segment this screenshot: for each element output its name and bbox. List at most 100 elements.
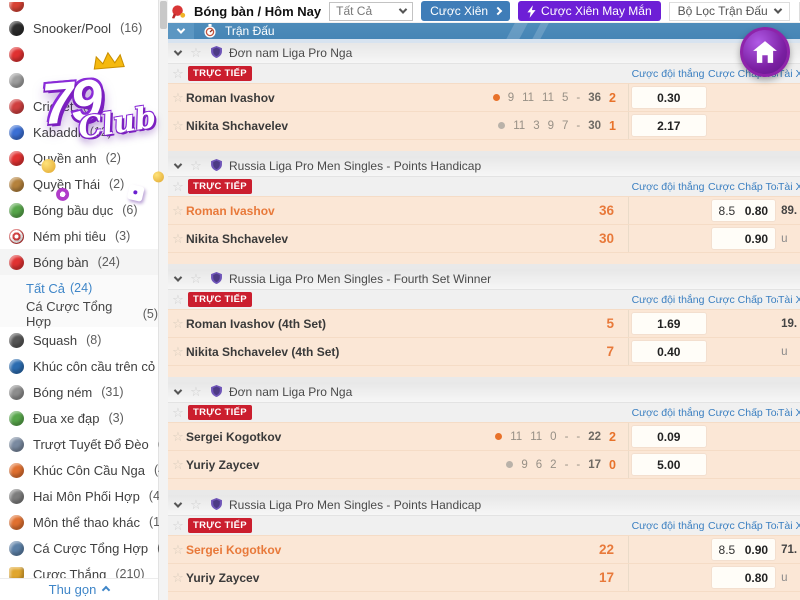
handicap-odds-button[interactable]: 0.80 [711, 567, 776, 588]
collapse-all-button[interactable] [168, 23, 194, 39]
vertical-scrollbar[interactable] [159, 0, 168, 600]
match-filter-button[interactable]: Bộ Lọc Trận Đấu [668, 1, 790, 21]
sidebar-item-ca-cuoc-tong-hop[interactable]: Cá Cược Tổng Hợp(1116) [0, 535, 191, 561]
win-odds-cell: 1.69 [629, 310, 709, 337]
column-header-over_under[interactable]: Tài X [778, 406, 800, 419]
favorite-star-icon[interactable]: ☆ [172, 404, 184, 420]
sidebar-item-quyen-thai[interactable]: Quyền Thái (2) [0, 171, 158, 197]
match-row[interactable]: ☆ Roman Ivashov 36 8.5 0.80 89. [168, 196, 800, 224]
sidebar-item[interactable] [0, 2, 158, 15]
match-row[interactable]: ☆ Nikita Shchavelev 11 3 9 7-30 1 2.17 [168, 111, 800, 139]
match-row[interactable]: ☆ Yuriy Zaycev 9 6 2- -17 0 5.00 [168, 450, 800, 478]
match-row[interactable]: ☆ Sergei Kogotkov 11 11 0- -22 2 0.09 [168, 422, 800, 450]
favorite-star-icon[interactable]: ☆ [190, 158, 202, 173]
lightning-icon [527, 4, 536, 18]
win-odds-button[interactable]: 5.00 [632, 454, 706, 475]
sidebar-item[interactable] [0, 67, 158, 93]
sidebar-item-cuoc-thang[interactable]: Cược Thắng (210) [0, 561, 158, 587]
sidebar-subitem-tat-ca[interactable]: Tất Cả (24) [0, 275, 158, 301]
sidebar-item-ua-xe-ap[interactable]: Đua xe đạp (3) [0, 405, 158, 431]
win-odds-button[interactable]: 0.40 [632, 341, 706, 362]
favorite-star-icon[interactable]: ☆ [172, 178, 184, 194]
match-row[interactable]: ☆ Roman Ivashov 9 11 11 5-36 2 0.30 [168, 83, 800, 111]
favorite-star-icon[interactable]: ☆ [172, 517, 184, 533]
favorite-star-icon[interactable]: ☆ [172, 569, 184, 585]
logo-79club[interactable]: 79 Club [39, 51, 171, 275]
column-header-handicap[interactable]: Cược Chấp Toà... [708, 406, 778, 419]
favorite-star-icon[interactable]: ☆ [190, 384, 202, 399]
column-header-handicap[interactable]: Cược Chấp Toà... [708, 293, 778, 306]
total-points: 22 [588, 430, 602, 443]
favorite-star-icon[interactable]: ☆ [172, 456, 184, 472]
column-header-over_under[interactable]: Tài X [778, 519, 800, 532]
sidebar-item-truot-tuyet-o-eo[interactable]: Trượt Tuyết Đổ Đèo(6) [0, 431, 173, 457]
match-row[interactable]: ☆ Sergei Kogotkov 22 8.5 0.90 71. [168, 535, 800, 563]
favorite-star-icon[interactable]: ☆ [172, 65, 184, 81]
match-row[interactable]: ☆ Roman Ivashov (4th Set) 5 1.69 19. [168, 309, 800, 337]
handicap-odds-button[interactable]: 8.5 0.90 [711, 539, 776, 560]
time-filter-button[interactable]: Từ trước đế [798, 1, 800, 21]
lucky-parlay-button[interactable]: Cược Xiên May Mắn [518, 1, 661, 21]
sidebar-item-squash[interactable]: Squash (8) [0, 327, 158, 353]
favorite-star-icon[interactable]: ☆ [172, 428, 184, 444]
handicap-odds-button[interactable]: 8.5 0.80 [711, 200, 776, 221]
collapse-sidebar-button[interactable]: Thu gọn [0, 578, 158, 600]
win-odds-button[interactable]: 1.69 [632, 313, 706, 334]
match-row[interactable]: ☆ Yuriy Zaycev 17 0.80 u [168, 563, 800, 591]
collapse-label: Thu gọn [48, 582, 97, 597]
section-header: ☆ Russia Liga Pro Men Singles - Points Ha… [168, 495, 800, 516]
favorite-star-icon[interactable]: ☆ [172, 89, 184, 105]
sidebar-item-bong-bau-duc[interactable]: Bóng bầu dục (6) [0, 197, 158, 223]
parlay-button[interactable]: Cược Xiên [421, 1, 511, 21]
column-header-handicap[interactable]: Cược Chấp Toà... [708, 519, 778, 532]
match-row[interactable]: ☆ Nikita Shchavelev (4th Set) 7 0.40 u [168, 337, 800, 365]
favorite-star-icon[interactable]: ☆ [172, 230, 184, 246]
favorite-star-icon[interactable]: ☆ [172, 291, 184, 307]
sidebar-item-khuc-con-cau-tren-co[interactable]: Khúc côn cầu trên cỏ(2) [0, 353, 179, 379]
player-name: Roman Ivashov (4th Set) [186, 316, 327, 331]
sidebar-item-cricket[interactable]: Cricket (18) [0, 93, 158, 119]
live-points: 30 [598, 231, 614, 246]
sidebar-item-nem-phi-tieu[interactable]: Ném phi tiêu (3) [0, 223, 158, 249]
sidebar-item[interactable] [0, 41, 158, 67]
column-header-win[interactable]: Cược đội thắng [631, 67, 705, 80]
column-header-over_under[interactable]: Tài X [778, 67, 800, 80]
sidebar-item-hai-mon-phoi-hop[interactable]: Hai Môn Phối Hợp (4) [0, 483, 164, 509]
sidebar-item-snooker-pool[interactable]: Snooker/Pool (16) [0, 15, 158, 41]
favorite-star-icon[interactable]: ☆ [172, 202, 184, 218]
league-filter-select[interactable]: Tất Cả [329, 1, 414, 21]
column-header-win[interactable]: Cược đội thắng [631, 180, 705, 193]
handicap-odds-button[interactable]: 0.90 [711, 228, 776, 249]
column-header-win[interactable]: Cược đội thắng [631, 293, 705, 306]
sidebar-item-khuc-con-cau-nga[interactable]: Khúc Côn Cầu Nga(4) [0, 457, 169, 483]
column-header-handicap[interactable]: Cược Chấp Toà... [708, 180, 778, 193]
favorite-star-icon[interactable]: ☆ [172, 541, 184, 557]
favorite-star-icon[interactable]: ☆ [172, 315, 184, 331]
win-odds-button[interactable]: 0.09 [632, 426, 706, 447]
scrollbar-thumb[interactable] [160, 1, 167, 29]
score-strip: 9 6 2- -17 0 [506, 458, 628, 472]
favorite-star-icon[interactable]: ☆ [172, 117, 184, 133]
column-header-win[interactable]: Cược đội thắng [631, 406, 705, 419]
win-odds-button[interactable]: 2.17 [632, 115, 706, 136]
column-header-over_under[interactable]: Tài X [778, 180, 800, 193]
match-row[interactable]: ☆ Nikita Shchavelev 30 0.90 u [168, 224, 800, 252]
favorite-star-icon[interactable]: ☆ [172, 343, 184, 359]
sidebar-item-bong-nem[interactable]: Bóng ném (31) [0, 379, 158, 405]
sidebar-item-mon-the-thao-khac[interactable]: Môn thể thao khác (1) [0, 509, 164, 535]
section-header: ☆ Russia Liga Pro Men Singles - Fourth Se… [168, 269, 800, 290]
sidebar-subitem-ca-cuoc-tong-hop[interactable]: Cá Cược Tổng Hợp (5) [0, 299, 158, 329]
favorite-star-icon[interactable]: ☆ [190, 271, 202, 286]
favorite-star-icon[interactable]: ☆ [190, 45, 202, 60]
column-header-win[interactable]: Cược đội thắng [631, 519, 705, 532]
favorite-star-icon[interactable]: ☆ [190, 497, 202, 512]
sidebar-item-bong-ban[interactable]: Bóng bàn (24) [0, 249, 158, 275]
sidebar-item-kabaddi[interactable]: Kabaddi (12) [0, 119, 158, 145]
column-header-over_under[interactable]: Tài X [778, 293, 800, 306]
casino-chip-icon [55, 187, 70, 202]
home-button[interactable] [740, 27, 790, 77]
win-odds-button[interactable]: 0.30 [632, 87, 706, 108]
cricket-icon [9, 98, 24, 114]
